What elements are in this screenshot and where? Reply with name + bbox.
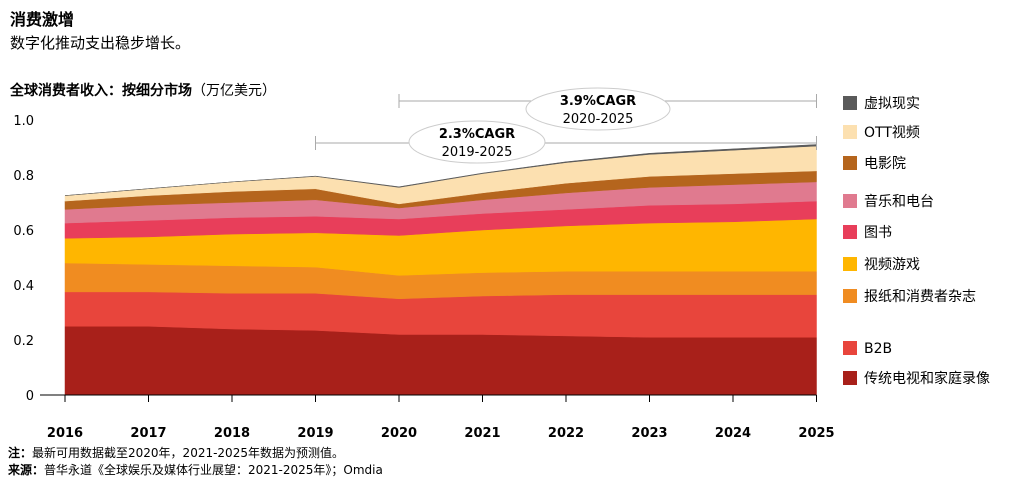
legend-swatch <box>843 257 857 271</box>
y-tick-label: 0 <box>26 389 34 404</box>
page-title: 消费激增 <box>10 10 75 29</box>
footnote-label: 注： <box>8 446 33 460</box>
footnote-text: 最新可用数据截至2020年，2021-2025年数据为预测值。 <box>32 446 344 460</box>
chart-title-text: 全球消费者收入：按细分市场 <box>10 83 192 99</box>
cagr-label: 2.3%CAGR <box>439 127 515 142</box>
cagr-label: 3.9%CAGR <box>560 94 636 109</box>
legend-swatch <box>843 96 857 110</box>
x-tick-label: 2022 <box>548 426 584 441</box>
y-tick-label: 0.2 <box>13 334 34 349</box>
legend-label: 电影院 <box>864 156 906 172</box>
source-note: 来源：普华永道《全球娱乐及媒体行业展望：2021-2025年》；Omdia <box>8 461 383 478</box>
page-subtitle: 数字化推动支出稳步增长。 <box>10 34 191 52</box>
x-tick-label: 2021 <box>464 426 500 441</box>
x-tick-label: 2020 <box>381 426 417 441</box>
legend-label: 视频游戏 <box>864 257 920 273</box>
legend-label: 虚拟现实 <box>864 96 920 112</box>
y-tick-label: 0.6 <box>13 224 34 239</box>
legend-label: 图书 <box>864 225 892 241</box>
x-tick-label: 2024 <box>715 426 751 441</box>
y-tick-label: 0.8 <box>13 169 34 184</box>
cagr-period: 2020-2025 <box>563 112 634 127</box>
chart-title: 全球消费者收入：按细分市场（万亿美元） <box>10 80 276 100</box>
x-tick-label: 2023 <box>631 426 667 441</box>
source-label: 来源： <box>8 463 45 477</box>
legend-label: 传统电视和家庭录像 <box>864 370 990 387</box>
x-tick-label: 2016 <box>47 426 83 441</box>
legend-swatch <box>843 289 857 303</box>
cagr-bubble <box>408 120 546 164</box>
legend-label: B2B <box>864 341 892 357</box>
footnote: 注：最新可用数据截至2020年，2021-2025年数据为预测值。 <box>8 444 344 461</box>
x-tick-label: 2017 <box>130 426 166 441</box>
y-tick-label: 0.4 <box>13 279 34 294</box>
legend-label: 报纸和消费者杂志 <box>864 289 976 305</box>
source-text: 普华永道《全球娱乐及媒体行业展望：2021-2025年》；Omdia <box>44 463 383 477</box>
x-tick-label: 2025 <box>798 426 834 441</box>
legend-label: 音乐和电台 <box>864 193 934 210</box>
legend-swatch <box>843 371 857 385</box>
cagr-bubble <box>525 87 671 131</box>
y-tick-label: 1.0 <box>13 114 34 129</box>
legend-swatch <box>843 341 857 355</box>
legend-swatch <box>843 125 857 139</box>
legend-label: OTT视频 <box>864 125 920 141</box>
x-tick-label: 2019 <box>297 426 333 441</box>
legend-swatch <box>843 156 857 170</box>
cagr-period: 2019-2025 <box>442 145 513 160</box>
legend-swatch <box>843 194 857 208</box>
legend-swatch <box>843 225 857 239</box>
chart-unit: （万亿美元） <box>192 83 276 99</box>
x-tick-label: 2018 <box>214 426 250 441</box>
